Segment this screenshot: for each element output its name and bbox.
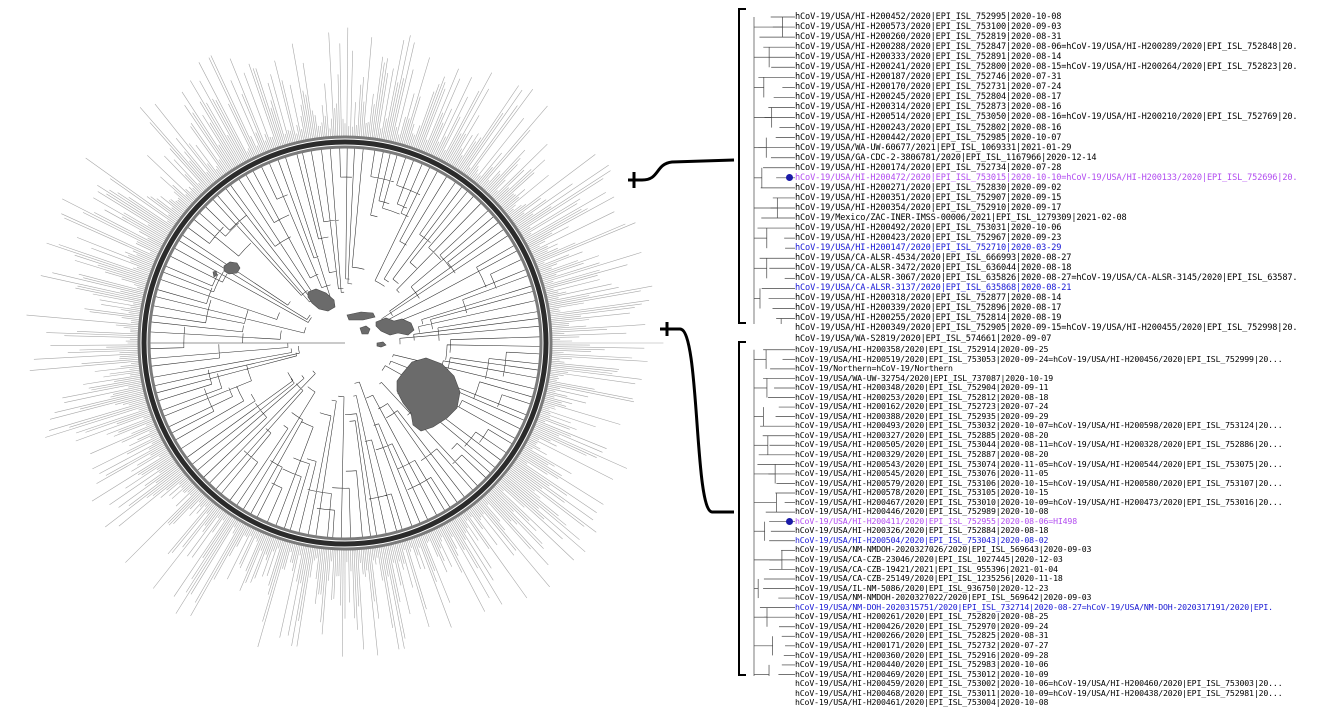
tip-label: hCoV-19/USA/WA-S2819/2020|EPI_ISL_574661… (795, 333, 1052, 344)
tip-label: hCoV-19/USA/WA-UW-32754/2020|EPI_ISL_737… (795, 373, 1054, 383)
dense-branch-ring (137, 135, 553, 551)
tip-label: hCoV-19/USA/HI-H200271/2020|EPI_ISL_7528… (795, 182, 1062, 193)
tip-label: hCoV-19/USA/HI-H200147/2020|EPI_ISL_7527… (795, 243, 1062, 254)
tip-label: hCoV-19/Mexico/ZAC-INER-IMSS-00006/2021|… (795, 212, 1127, 223)
tip-marker-icon (786, 518, 793, 526)
tip-label: hCoV-19/USA/HI-H200162/2020|EPI_ISL_7527… (795, 402, 1049, 412)
tip-label: hCoV-19/USA/CA-ALSR-3067/2020|EPI_ISL_63… (795, 273, 1298, 284)
tip-label: hCoV-19/USA/HI-H200573/2020|EPI_ISL_7531… (795, 22, 1062, 33)
tip-label: hCoV-19/USA/HI-H200354/2020|EPI_ISL_7529… (795, 202, 1062, 213)
oahu-island (307, 288, 336, 312)
hawaiian-islands-map-icon (212, 261, 461, 432)
tip-label: hCoV-19/USA/HI-H200452/2020|EPI_ISL_7529… (795, 12, 1062, 22)
tip-label: hCoV-19/USA/CA-CZB-19421/2021|EPI_ISL_95… (795, 564, 1058, 574)
tip-label: hCoV-19/USA/HI-H200467/2020|EPI_ISL_7530… (795, 497, 1283, 507)
tip-label: hCoV-19/USA/HI-H200423/2020|EPI_ISL_7529… (795, 233, 1062, 244)
tip-label: hCoV-19/USA/HI-H200170/2020|EPI_ISL_7527… (795, 82, 1062, 93)
tip-label: hCoV-19/USA/HI-H200253/2020|EPI_ISL_7528… (795, 392, 1049, 402)
circular-phylogenetic-tree (26, 27, 664, 657)
tip-label: hCoV-19/USA/CA-ALSR-4534/2020|EPI_ISL_66… (795, 253, 1072, 264)
tip-label: hCoV-19/USA/HI-H200440/2020|EPI_ISL_7529… (795, 660, 1049, 670)
tip-label: hCoV-19/USA/HI-H200333/2020|EPI_ISL_7528… (795, 52, 1062, 63)
molokai-island (346, 311, 376, 321)
outer-tip-branches (26, 27, 664, 657)
tip-label: hCoV-19/USA/HI-H200459/2020|EPI_ISL_7530… (795, 679, 1283, 689)
tip-label-list-top: hCoV-19/USA/HI-H200452/2020|EPI_ISL_7529… (795, 12, 1332, 344)
tip-label-list-bottom: hCoV-19/USA/HI-H200358/2020|EPI_ISL_7529… (795, 345, 1332, 708)
tip-label: hCoV-19/USA/HI-H200187/2020|EPI_ISL_7527… (795, 72, 1062, 83)
tip-label: hCoV-19/USA/HI-H200348/2020|EPI_ISL_7529… (795, 383, 1049, 393)
tip-label: hCoV-19/USA/HI-H200327/2020|EPI_ISL_7528… (795, 430, 1049, 440)
tip-label: hCoV-19/USA/HI-H200388/2020|EPI_ISL_7529… (795, 411, 1049, 421)
inner-branch-lines (149, 146, 542, 540)
niihau-island (212, 270, 218, 278)
tip-label: hCoV-19/USA/HI-H200411/2020|EPI_ISL_7529… (795, 516, 1077, 526)
tree-ring (141, 139, 549, 547)
tip-label: hCoV-19/USA/GA-CDC-2-3806781/2020|EPI_IS… (795, 152, 1097, 163)
tip-label: hCoV-19/USA/NM-NMDOH-2020327026/2020|EPI… (795, 545, 1092, 555)
tip-label: hCoV-19/USA/HI-H200545/2020|EPI_ISL_7530… (795, 469, 1049, 479)
tip-label: hCoV-19/USA/HI-H200339/2020|EPI_ISL_7528… (795, 303, 1062, 314)
hawaii-big-island (396, 357, 461, 432)
outer-branch-lines (26, 27, 664, 657)
kahoolawe-island (376, 341, 387, 348)
tip-label: hCoV-19/USA/CA-ALSR-3137/2020|EPI_ISL_63… (795, 283, 1072, 294)
tip-label: hCoV-19/USA/HI-H200543/2020|EPI_ISL_7530… (795, 459, 1283, 469)
tip-label: hCoV-19/USA/HI-H200245/2020|EPI_ISL_7528… (795, 92, 1062, 103)
clade-bracket-bottom (738, 341, 746, 676)
tree-ring (137, 135, 553, 551)
tip-label: hCoV-19/USA/HI-H200461/2020|EPI_ISL_7530… (795, 698, 1049, 708)
maui-island (375, 317, 415, 336)
tip-label: hCoV-19/USA/CA-CZB-25149/2020|EPI_ISL_12… (795, 574, 1063, 584)
tip-label: hCoV-19/USA/HI-H200314/2020|EPI_ISL_7528… (795, 102, 1062, 113)
tip-label: hCoV-19/USA/CA-CZB-23046/2020|EPI_ISL_10… (795, 555, 1063, 565)
tip-marker-icon (786, 174, 793, 182)
tip-label: hCoV-19/USA/HI-H200579/2020|EPI_ISL_7531… (795, 478, 1283, 488)
tip-label: hCoV-19/USA/HI-H200261/2020|EPI_ISL_7528… (795, 612, 1049, 622)
tip-label: hCoV-19/USA/HI-H200260/2020|EPI_ISL_7528… (795, 32, 1062, 43)
tip-label: hCoV-19/USA/CA-ALSR-3472/2020|EPI_ISL_63… (795, 263, 1072, 274)
tip-label: hCoV-19/USA/HI-H200493/2020|EPI_ISL_7530… (795, 421, 1283, 431)
tip-label: hCoV-19/USA/HI-H200469/2020|EPI_ISL_7530… (795, 669, 1049, 679)
tip-label: hCoV-19/USA/HI-H200288/2020|EPI_ISL_7528… (795, 42, 1298, 53)
tip-label: hCoV-19/USA/HI-H200255/2020|EPI_ISL_7528… (795, 313, 1062, 324)
tip-label: hCoV-19/USA/HI-H200446/2020|EPI_ISL_7529… (795, 507, 1049, 517)
tip-label: hCoV-19/USA/WA-UW-60677/2021|EPI_ISL_106… (795, 142, 1072, 153)
tip-label: hCoV-19/USA/NM-NMDOH-2020327022/2020|EPI… (795, 593, 1092, 603)
tip-label: hCoV-19/USA/HI-H200578/2020|EPI_ISL_7531… (795, 488, 1049, 498)
tip-label: hCoV-19/USA/HI-H200318/2020|EPI_ISL_7528… (795, 293, 1062, 304)
clade-bracket-top (738, 8, 746, 324)
tip-label: hCoV-19/USA/HI-H200171/2020|EPI_ISL_7527… (795, 640, 1049, 650)
tip-label: hCoV-19/USA/HI-H200442/2020|EPI_ISL_7529… (795, 132, 1062, 143)
tip-label: hCoV-19/USA/HI-H200326/2020|EPI_ISL_7528… (795, 526, 1049, 536)
tip-label: hCoV-19/USA/HI-H200349/2020|EPI_ISL_7529… (795, 323, 1298, 334)
tip-label: hCoV-19/USA/HI-H200241/2020|EPI_ISL_7528… (795, 62, 1298, 73)
tip-label: hCoV-19/USA/HI-H200266/2020|EPI_ISL_7528… (795, 631, 1049, 641)
lanai-island (359, 325, 371, 335)
tip-label: hCoV-19/USA/HI-H200243/2020|EPI_ISL_7528… (795, 122, 1062, 133)
clade-panel-bottom: hCoV-19/USA/HI-H200358/2020|EPI_ISL_7529… (738, 341, 1332, 707)
tree-ring (147, 145, 543, 541)
inner-tree-branches (149, 146, 542, 540)
clade-subtree-top (753, 16, 795, 324)
tip-label: hCoV-19/USA/HI-H200360/2020|EPI_ISL_7529… (795, 650, 1049, 660)
tip-label: hCoV-19/USA/NM-DOH-2020315751/2020|EPI_I… (795, 602, 1273, 612)
tip-label: hCoV-19/USA/HI-H200426/2020|EPI_ISL_7529… (795, 621, 1049, 631)
tip-label: hCoV-19/USA/HI-H200505/2020|EPI_ISL_7530… (795, 440, 1283, 450)
tip-label: hCoV-19/USA/HI-H200514/2020|EPI_ISL_7530… (795, 112, 1298, 123)
tip-label: hCoV-19/USA/HI-H200329/2020|EPI_ISL_7528… (795, 450, 1049, 460)
clade-subtree-bottom (753, 349, 795, 676)
tip-label: hCoV-19/USA/HI-H200351/2020|EPI_ISL_7529… (795, 192, 1062, 203)
tip-label: hCoV-19/Northern=hCoV-19/Northern (795, 364, 953, 374)
tip-label: hCoV-19/USA/IL-NM-5086/2020|EPI_ISL_9367… (795, 583, 1049, 593)
kauai-island (223, 261, 241, 275)
tip-label: hCoV-19/USA/HI-H200468/2020|EPI_ISL_7530… (795, 688, 1283, 698)
tip-label: hCoV-19/USA/HI-H200174/2020|EPI_ISL_7527… (795, 162, 1062, 173)
tip-label: hCoV-19/USA/HI-H200519/2020|EPI_ISL_7530… (795, 354, 1283, 364)
tip-label: hCoV-19/USA/HI-H200358/2020|EPI_ISL_7529… (795, 345, 1049, 354)
tip-label: hCoV-19/USA/HI-H200504/2020|EPI_ISL_7530… (795, 535, 1049, 545)
clade-panel-top: hCoV-19/USA/HI-H200452/2020|EPI_ISL_7529… (738, 8, 1332, 344)
tip-label: hCoV-19/USA/HI-H200472/2020|EPI_ISL_7530… (795, 172, 1298, 183)
tip-label: hCoV-19/USA/HI-H200492/2020|EPI_ISL_7530… (795, 222, 1062, 233)
